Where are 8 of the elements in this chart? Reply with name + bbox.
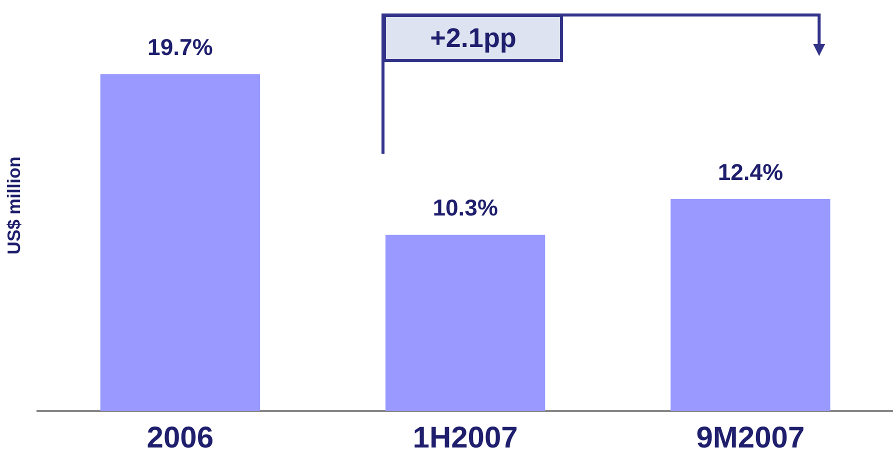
data-label: 10.3% [432,194,498,221]
text: +2.1pp [383,14,564,62]
data-label: 19.7% [148,34,213,60]
y-axis-title: US$ million [4,156,24,255]
x-tick-label: 1H2007 [412,421,518,454]
x-tick-label: 9M2007 [696,421,805,454]
x-tick-label: 2006 [146,421,214,454]
data-label: 12.4% [718,158,784,185]
